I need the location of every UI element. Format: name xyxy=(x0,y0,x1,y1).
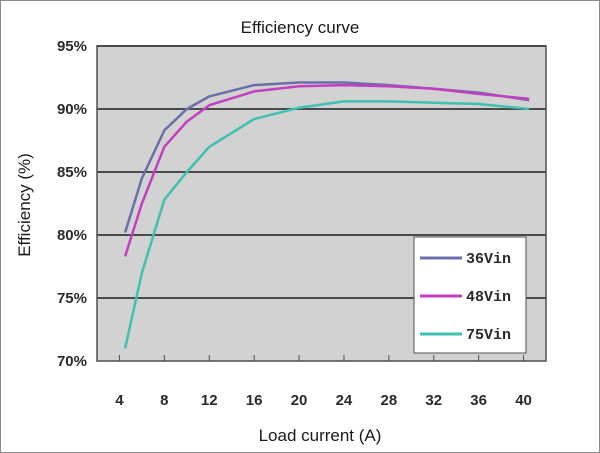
legend-label: 36Vin xyxy=(466,251,511,268)
y-tick-label: 85% xyxy=(57,164,87,181)
legend: 36Vin 48Vin 75Vin xyxy=(413,236,527,354)
y-tick-label: 80% xyxy=(57,227,87,244)
x-tick-label: 20 xyxy=(291,392,308,409)
x-tick-label: 32 xyxy=(425,392,442,409)
legend-label: 75Vin xyxy=(466,327,511,344)
y-tick-label: 95% xyxy=(57,38,87,55)
y-tick-labels: 70% 75% 80% 85% 90% 95% xyxy=(57,38,87,370)
x-tick-labels: 4 8 12 16 20 24 28 32 36 40 xyxy=(115,355,532,409)
y-tick-label: 70% xyxy=(57,353,87,370)
y-tick-label: 75% xyxy=(57,290,87,307)
y-tick-label: 90% xyxy=(57,101,87,118)
y-axis-title: Efficiency (%) xyxy=(15,153,34,257)
x-tick-label: 8 xyxy=(160,392,168,409)
chart-title: Efficiency curve xyxy=(241,18,360,37)
legend-label: 48Vin xyxy=(466,289,511,306)
x-tick-label: 12 xyxy=(201,392,218,409)
x-axis-title: Load current (A) xyxy=(259,426,382,445)
series-line-75vin xyxy=(123,100,530,349)
x-tick-label: 4 xyxy=(115,392,124,409)
series-line-48vin xyxy=(123,83,530,257)
x-tick-label: 36 xyxy=(470,392,487,409)
x-tick-label: 28 xyxy=(381,392,398,409)
x-tick-label: 40 xyxy=(515,392,532,409)
x-tick-label: 24 xyxy=(336,392,353,409)
x-tick-label: 16 xyxy=(246,392,263,409)
series-lines xyxy=(123,81,530,349)
grid-lines xyxy=(97,45,546,299)
